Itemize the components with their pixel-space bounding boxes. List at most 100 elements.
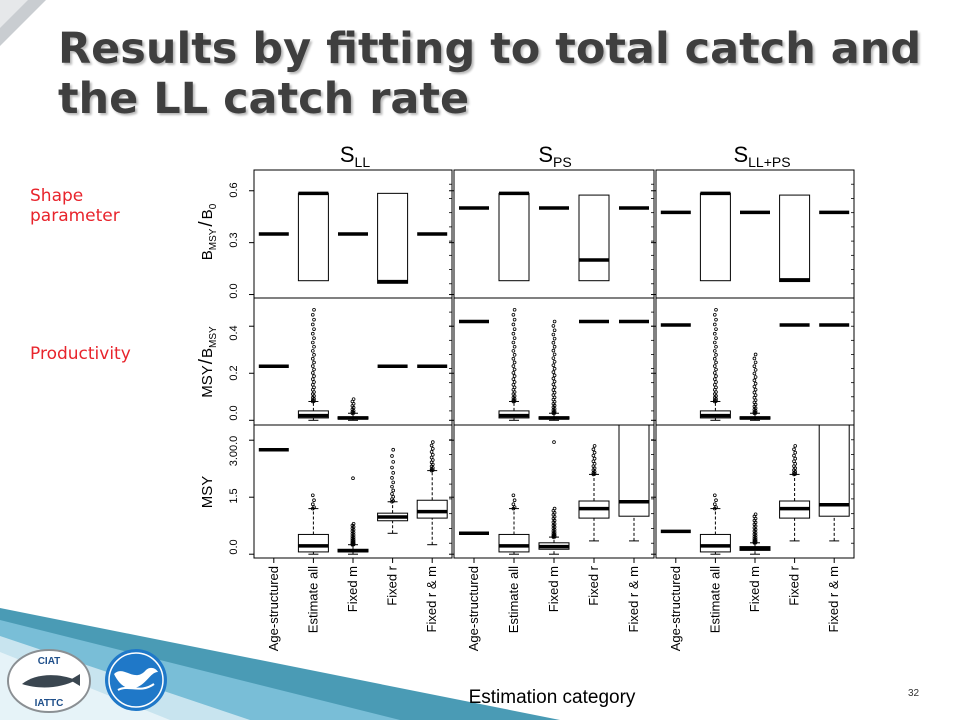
panel-bmsy_b0-col3 — [651, 169, 855, 299]
outlier-point — [310, 349, 315, 353]
box-iqr — [779, 194, 811, 283]
panels-layer — [249, 169, 855, 563]
outlier-point — [591, 447, 596, 452]
iattc-logo-top-text: CIAT — [38, 656, 61, 667]
ytick-row2-1: 0.2 — [228, 365, 240, 380]
outlier-point — [312, 336, 316, 340]
outlier-point — [310, 493, 315, 498]
svg-text:MSY/BMSY: MSY/BMSY — [196, 326, 219, 398]
box-fixed-m — [739, 352, 771, 421]
outlier-point — [512, 344, 517, 349]
outlier-point — [552, 328, 557, 333]
outlier-point — [712, 340, 717, 345]
outlier-point — [752, 364, 757, 369]
category-label-col3-age-structured: Age-structured — [668, 566, 683, 651]
outlier-point — [511, 331, 516, 336]
outlier-point — [714, 336, 718, 340]
outlier-point — [551, 348, 556, 353]
outlier-point — [512, 498, 517, 503]
outlier-point — [310, 377, 315, 381]
outlier-point — [552, 336, 557, 341]
box-estimate-all — [498, 307, 530, 421]
box-estimate-all — [297, 493, 329, 555]
outlier-point — [312, 498, 316, 503]
outlier-point — [753, 375, 758, 379]
outlier-point — [712, 382, 717, 387]
panel-msy-col1 — [249, 424, 453, 563]
ytick-row3-2: 3.00.0 — [228, 436, 240, 467]
corner-decoration — [0, 0, 46, 46]
category-label-col1-fixed-r: Fixed r — [385, 565, 400, 605]
ylabel-msy-bmsy: MSY/BMSY — [196, 326, 219, 398]
outlier-point — [551, 332, 556, 337]
outlier-point — [753, 368, 758, 372]
outlier-point — [312, 353, 316, 357]
outlier-point — [552, 359, 557, 364]
outlier-point — [511, 340, 516, 345]
ytick-row1-1: 0.3 — [228, 232, 240, 247]
outlier-point — [793, 444, 797, 448]
box-iqr — [377, 192, 409, 284]
outlier-point — [512, 317, 517, 322]
shape-parameter-label: Shape parameter — [30, 186, 120, 226]
outlier-point — [714, 317, 718, 322]
outlier-point — [551, 363, 556, 368]
outlier-point — [714, 367, 718, 372]
outlier-point — [430, 446, 435, 451]
outlier-point — [753, 387, 758, 392]
outlier-point — [310, 502, 315, 507]
panel-msy_bmsy-col1 — [249, 297, 453, 426]
box-iqr — [699, 192, 731, 282]
outlier-point — [712, 322, 717, 327]
box-estimate-all — [699, 307, 731, 421]
outlier-point — [712, 371, 717, 375]
outlier-point — [511, 322, 516, 327]
category-label-col2-estimate-all: Estimate all — [506, 566, 521, 633]
ytick-row1-2: 0.6 — [228, 182, 240, 197]
outlier-point — [312, 317, 316, 322]
outlier-point — [511, 493, 516, 498]
panel-frame — [453, 169, 655, 299]
outlier-point — [351, 476, 355, 481]
iattc-logo-bottom-text: IATTC — [35, 698, 64, 709]
outlier-point — [391, 471, 396, 475]
outlier-point — [391, 494, 396, 499]
box-iqr — [699, 533, 731, 553]
outlier-point — [714, 498, 718, 503]
panel-msy-col3 — [651, 424, 855, 563]
outlier-point — [310, 322, 315, 327]
outlier-point — [511, 371, 516, 375]
ytick-row2-2: 0.4 — [228, 325, 240, 340]
box-iqr — [818, 424, 850, 517]
outlier-point — [592, 444, 597, 448]
outlier-point — [310, 312, 315, 317]
panel-msy_bmsy-col3 — [651, 297, 855, 426]
outlier-point — [712, 493, 717, 498]
outlier-point — [712, 502, 717, 507]
category-label-col2-fixed-m: Fixed m — [546, 566, 561, 612]
outlier-point — [714, 360, 718, 365]
panel-msy-col2 — [449, 424, 655, 563]
outlier-point — [511, 377, 516, 381]
outlier-point — [390, 454, 394, 458]
outlier-point — [391, 488, 396, 493]
panel-frame — [253, 297, 453, 426]
category-label-col3-estimate-all: Estimate all — [707, 566, 722, 633]
outlier-point — [310, 371, 315, 375]
category-label-col2-age-structured: Age-structured — [466, 566, 481, 651]
outlier-point — [552, 379, 557, 384]
outlier-point — [312, 307, 316, 312]
outlier-point — [551, 376, 556, 381]
outlier-point — [511, 356, 516, 361]
outlier-point — [512, 374, 517, 378]
category-label-col1-estimate-all: Estimate all — [305, 566, 320, 633]
outlier-point — [511, 349, 516, 353]
category-label-col2-fixed-r-m: Fixed r & m — [626, 566, 641, 632]
outlier-point — [391, 447, 396, 452]
outlier-point — [552, 385, 557, 390]
outlier-point — [512, 336, 517, 340]
box-fixed-r — [377, 192, 409, 284]
outlier-point — [391, 480, 396, 485]
outlier-point — [792, 453, 796, 458]
box-fixed-m — [337, 397, 369, 421]
